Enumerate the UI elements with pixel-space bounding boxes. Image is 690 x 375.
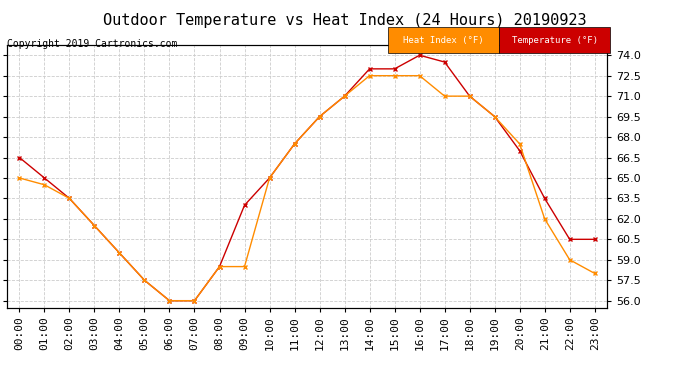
Text: Heat Index (°F): Heat Index (°F) <box>404 36 484 45</box>
Text: Temperature (°F): Temperature (°F) <box>512 36 598 45</box>
Text: Copyright 2019 Cartronics.com: Copyright 2019 Cartronics.com <box>7 39 177 50</box>
Text: Outdoor Temperature vs Heat Index (24 Hours) 20190923: Outdoor Temperature vs Heat Index (24 Ho… <box>104 13 586 28</box>
